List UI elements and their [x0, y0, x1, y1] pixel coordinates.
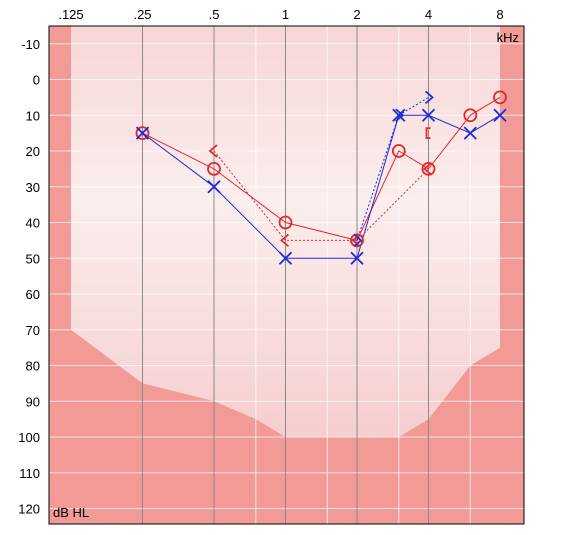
marker-circle [463, 108, 478, 123]
marker-cross [493, 108, 507, 122]
y-tick-label: 90 [26, 394, 40, 409]
marker-cross [350, 251, 364, 265]
marker-bracket-left [208, 144, 218, 158]
y-tick-label: 110 [19, 466, 40, 481]
x-tick-label: 1 [282, 7, 289, 22]
y-tick-label: -10 [21, 37, 40, 52]
marker-cross [135, 126, 150, 140]
marker-bracket-right [424, 90, 434, 105]
plot-border [48, 25, 525, 525]
shaded-region-right [500, 26, 524, 524]
marker-circle [493, 90, 507, 105]
series-lines-layer [142, 96, 501, 259]
y-tick-label: 80 [26, 359, 40, 374]
y-tick-label: 70 [26, 323, 40, 338]
marker-bracket-left [280, 233, 290, 248]
marker-circle [350, 233, 364, 248]
marker-bracket-right [395, 108, 405, 122]
marker-cross [392, 108, 406, 122]
tick-labels-layer: .125 .25 .5 1 2 4 8 -10 0 10 20 30 40 50 60 70 80 90 100 11… [18, 7, 503, 517]
y-tick-label: 10 [26, 108, 40, 123]
y-tick-label: 0 [33, 73, 40, 88]
marker-square-bracket [425, 127, 431, 140]
y-tick-label: 40 [26, 216, 40, 231]
y-tick-label: 120 [18, 502, 40, 517]
y-tick-label: 50 [26, 251, 40, 266]
marker-bracket-right [353, 233, 363, 248]
x-unit-label: kHz [497, 30, 519, 45]
series-line-0 [142, 96, 501, 241]
marker-circle [135, 126, 150, 141]
x-tick-label: 4 [425, 7, 432, 22]
marker-cross [421, 108, 436, 122]
marker-circle [278, 215, 293, 230]
y-tick-label: 100 [18, 430, 40, 445]
shaded-region-left [49, 26, 71, 524]
y-tick-label: 30 [26, 180, 40, 195]
shaded-region-bottom [71, 329, 500, 524]
marker-bracket-left [423, 162, 433, 176]
x-tick-label: 8 [496, 7, 503, 22]
x-tick-label: .25 [133, 7, 151, 22]
marker-circle [391, 144, 406, 158]
marker-cross [278, 251, 293, 265]
x-tick-label: 2 [353, 7, 360, 22]
x-tick-label: .5 [209, 7, 220, 22]
series-markers-layer [135, 90, 507, 265]
series-line-2 [213, 150, 429, 241]
marker-cross [463, 126, 477, 140]
marker-cross [207, 180, 221, 194]
marker-circle [207, 161, 221, 176]
y-tick-label: 20 [26, 144, 40, 159]
series-line-1 [142, 114, 501, 259]
marker-circle [421, 161, 436, 176]
y-tick-label: 60 [26, 287, 40, 302]
y-unit-label: dB HL [53, 505, 89, 520]
x-tick-label: .125 [58, 7, 83, 22]
